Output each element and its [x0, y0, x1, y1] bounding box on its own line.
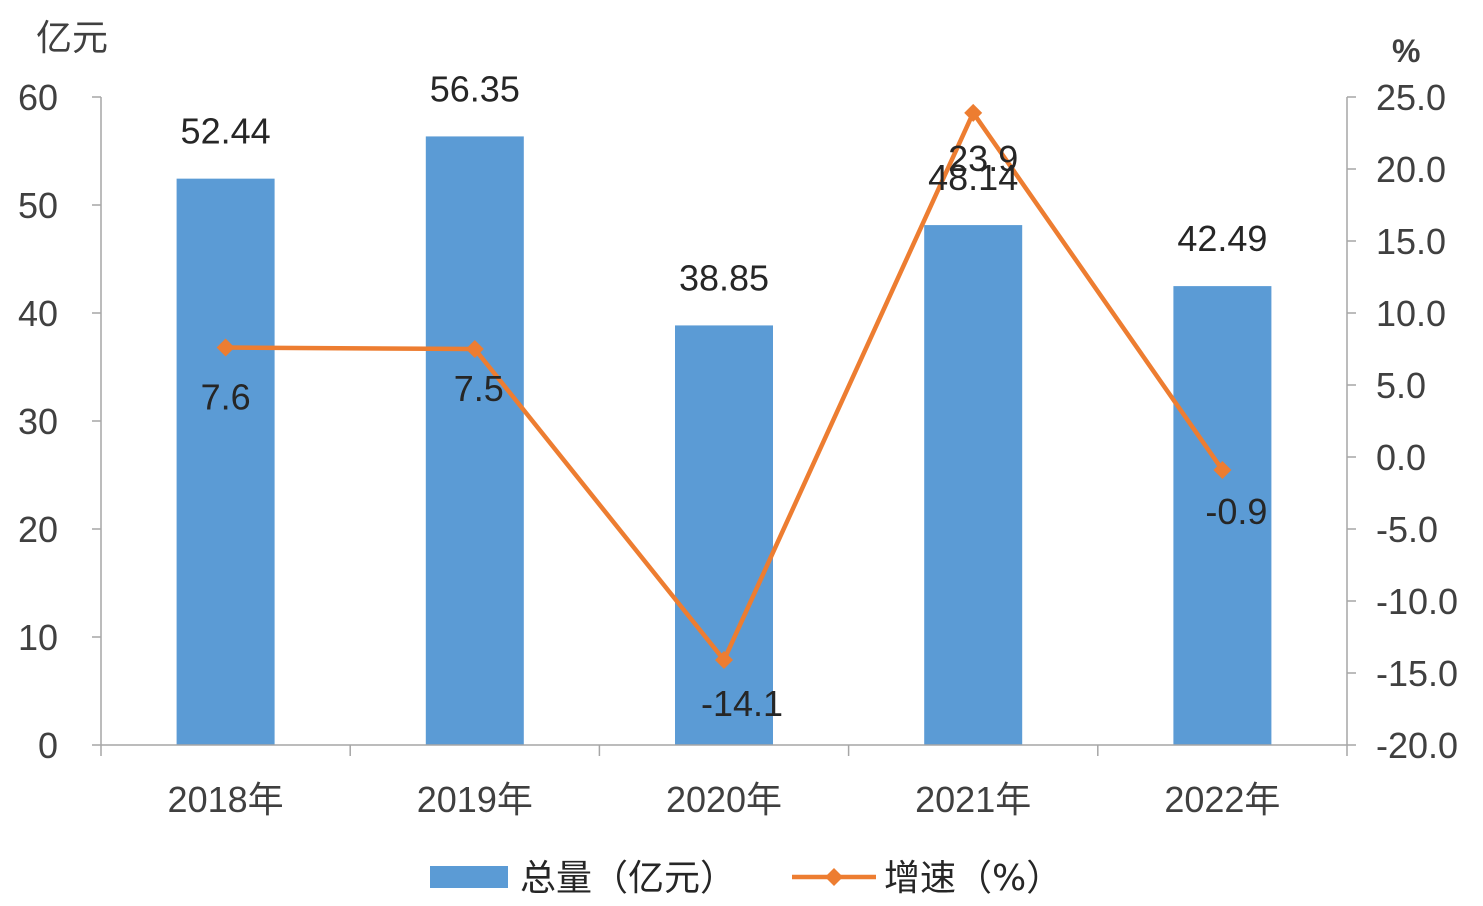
left-tick-label: 10 [18, 617, 58, 658]
right-tick-label: -10.0 [1376, 581, 1458, 622]
right-tick-label: -5.0 [1376, 509, 1438, 550]
right-tick-label: 5.0 [1376, 365, 1426, 406]
growth-marker-1 [465, 340, 484, 358]
growth-value-label: 7.6 [201, 377, 251, 418]
left-tick-label: 20 [18, 509, 58, 550]
x-tick-label: 2019年 [417, 779, 533, 820]
line-series [216, 103, 1232, 670]
growth-marker-4 [1213, 460, 1232, 479]
axes: 0 10 20 30 40 50 60 -20.0 -15.0 -10.0 -5.0 0.0 5.0 10… [18, 17, 1458, 820]
right-tick-label: -15.0 [1376, 653, 1458, 694]
right-tick-label: 20.0 [1376, 149, 1446, 190]
right-tick-label: 25.0 [1376, 77, 1446, 118]
growth-marker-2 [715, 651, 733, 670]
growth-marker-3 [964, 103, 983, 122]
left-axis-unit: 亿元 [36, 17, 108, 58]
growth-value-label: 7.5 [454, 368, 504, 409]
bar-value-label: 48.14 [928, 157, 1018, 198]
bar-value-label: 38.85 [679, 257, 769, 298]
left-tick-label: 0 [38, 725, 58, 766]
legend-line-marker [825, 868, 843, 886]
growth-value-label: -0.9 [1205, 491, 1267, 532]
legend-line-label: 增速（%） [884, 858, 1062, 899]
x-tick-label: 2018年 [168, 779, 284, 820]
bar-4 [1173, 286, 1272, 745]
legend-bar-swatch [430, 866, 508, 888]
bar-0 [176, 178, 275, 745]
legend: 总量（亿元） 增速（%） [430, 858, 1062, 899]
right-axis-unit: % [1392, 33, 1420, 69]
left-tick-label: 40 [18, 293, 58, 334]
right-tick-label: 10.0 [1376, 293, 1446, 334]
left-tick-label: 60 [18, 77, 58, 118]
growth-value-label: 23.9 [948, 138, 1018, 179]
bar-value-label: 56.35 [430, 68, 520, 109]
right-tick-label: 15.0 [1376, 221, 1446, 262]
bar-series [176, 136, 1272, 746]
x-tick-label: 2022年 [1164, 779, 1280, 820]
x-tick-label: 2020年 [666, 779, 782, 820]
growth-value-label: -14.1 [701, 683, 783, 724]
growth-marker-0 [216, 338, 235, 357]
left-tick-label: 50 [18, 185, 58, 226]
right-tick-label: -20.0 [1376, 725, 1458, 766]
bar-value-label: 52.44 [181, 111, 271, 152]
legend-bar-label: 总量（亿元） [520, 858, 736, 899]
bar-value-label: 42.49 [1177, 218, 1267, 259]
data-labels: 52.44 56.35 38.85 48.14 42.49 7.6 7.5 -14.1 23.9… [181, 68, 1268, 724]
x-tick-label: 2021年 [915, 779, 1031, 820]
bar-2 [675, 325, 773, 745]
right-tick-label: 0.0 [1376, 437, 1426, 478]
left-tick-label: 30 [18, 401, 58, 442]
bar-3 [924, 225, 1023, 745]
bar-1 [425, 136, 524, 746]
